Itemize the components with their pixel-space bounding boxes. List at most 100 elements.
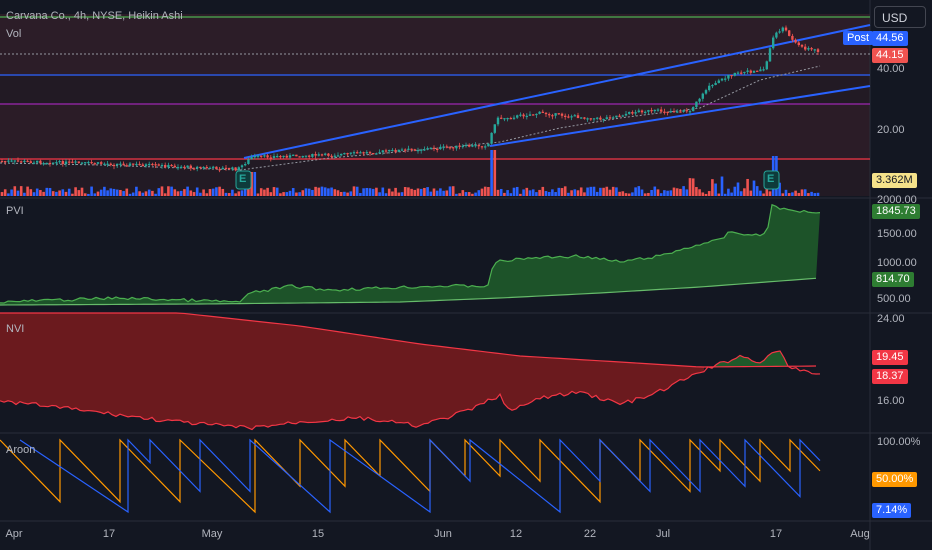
- volume-bar: [51, 191, 55, 196]
- volume-bar: [362, 188, 365, 196]
- candle-body: [570, 116, 573, 118]
- candle-body: [580, 117, 583, 119]
- volume-bar: [67, 188, 71, 196]
- volume-bar: [122, 191, 125, 196]
- candle-body: [276, 156, 279, 158]
- nvi-tick-24: 24.00: [877, 313, 905, 325]
- candle-body: [765, 61, 768, 70]
- volume-bar: [499, 188, 503, 196]
- candle-body: [151, 163, 154, 166]
- volume-bar: [807, 193, 810, 196]
- volume-bar: [163, 193, 167, 196]
- candle-body: [548, 114, 551, 116]
- pvi-title[interactable]: PVI: [6, 205, 24, 217]
- volume-bar: [435, 190, 439, 196]
- volume-bar: [349, 191, 353, 196]
- candle-body: [407, 148, 410, 150]
- candle-body: [506, 117, 509, 120]
- volume-bar: [106, 190, 109, 196]
- x-tick-jul: Jul: [655, 528, 671, 540]
- candle-body: [717, 80, 720, 83]
- candle-body: [551, 115, 554, 117]
- candle-body: [631, 112, 634, 114]
- volume-bar: [560, 188, 564, 196]
- volume-bar: [234, 193, 237, 196]
- nvi-title[interactable]: NVI: [6, 323, 25, 335]
- candle-body: [672, 111, 676, 113]
- volume-bar: [583, 192, 586, 196]
- earnings-marker-1: [235, 170, 252, 190]
- volume-bar: [314, 186, 317, 196]
- volume-bar: [346, 192, 349, 196]
- candle-body: [167, 164, 170, 168]
- volume-bar: [231, 189, 234, 196]
- candle-body: [199, 166, 202, 169]
- candle-body: [343, 153, 346, 155]
- candle-body: [736, 72, 740, 74]
- candle-body: [791, 35, 794, 40]
- volume-bar: [714, 183, 717, 196]
- candle-body: [573, 115, 576, 117]
- volume-bar: [259, 188, 263, 196]
- volume-bar: [567, 192, 570, 196]
- volume-bar: [762, 193, 765, 196]
- earnings-marker-label-2[interactable]: E: [767, 173, 775, 185]
- volume-bar: [282, 192, 285, 196]
- volume-bar: [16, 190, 20, 196]
- candle-body: [308, 155, 311, 157]
- x-tick-jun: Jun: [434, 528, 452, 540]
- volume-bar: [0, 192, 4, 196]
- volume-bar: [627, 193, 631, 196]
- candle-body: [538, 111, 541, 114]
- volume-bar: [10, 189, 13, 196]
- candle-body: [676, 111, 679, 113]
- volume-bar: [423, 187, 426, 196]
- candle-body: [362, 152, 365, 154]
- volume-bar: [429, 191, 433, 196]
- aroon-title[interactable]: Aroon: [6, 444, 36, 456]
- volume-bar: [311, 189, 314, 196]
- x-tick-may-15: 15: [311, 528, 325, 540]
- candle-body: [768, 48, 772, 62]
- symbol-title[interactable]: Carvana Co., 4h, NYSE, Heikin Ashi: [6, 10, 183, 22]
- volume-bar: [695, 187, 698, 196]
- candle-body: [141, 164, 144, 167]
- volume-bar: [237, 191, 241, 196]
- currency-button[interactable]: USD: [874, 6, 926, 28]
- volume-bar: [221, 188, 225, 196]
- volume-bar: [115, 189, 119, 196]
- candle-body: [816, 49, 820, 52]
- candle-body: [381, 150, 384, 153]
- volume-bar: [506, 190, 509, 196]
- x-tick-aug: Aug: [850, 528, 870, 540]
- candle-body: [647, 110, 650, 112]
- support-zone: [0, 104, 870, 160]
- candle-body: [272, 156, 276, 158]
- volume-bar: [93, 193, 97, 196]
- candle-body: [192, 168, 196, 170]
- candle-body: [176, 167, 180, 169]
- vol-label[interactable]: Vol: [6, 28, 22, 40]
- candle-body: [637, 110, 640, 113]
- volume-bar: [474, 192, 477, 196]
- candle-body: [356, 152, 359, 154]
- candle-body: [0, 161, 4, 163]
- volume-bar: [170, 186, 173, 196]
- candle-body: [512, 117, 516, 119]
- volume-bar: [202, 189, 205, 196]
- candle-body: [196, 166, 199, 169]
- post-label: Post: [843, 31, 874, 45]
- volume-bar: [320, 186, 324, 196]
- candle-body: [74, 161, 77, 163]
- candle-body: [135, 163, 138, 166]
- volume-bar: [653, 186, 657, 196]
- candle-body: [448, 147, 452, 149]
- volume-bar: [589, 186, 593, 196]
- candle-body: [388, 150, 391, 152]
- volume-bar: [256, 193, 260, 196]
- candle-body: [256, 155, 260, 157]
- candle-body: [189, 165, 192, 169]
- earnings-marker-label-1[interactable]: E: [239, 173, 247, 185]
